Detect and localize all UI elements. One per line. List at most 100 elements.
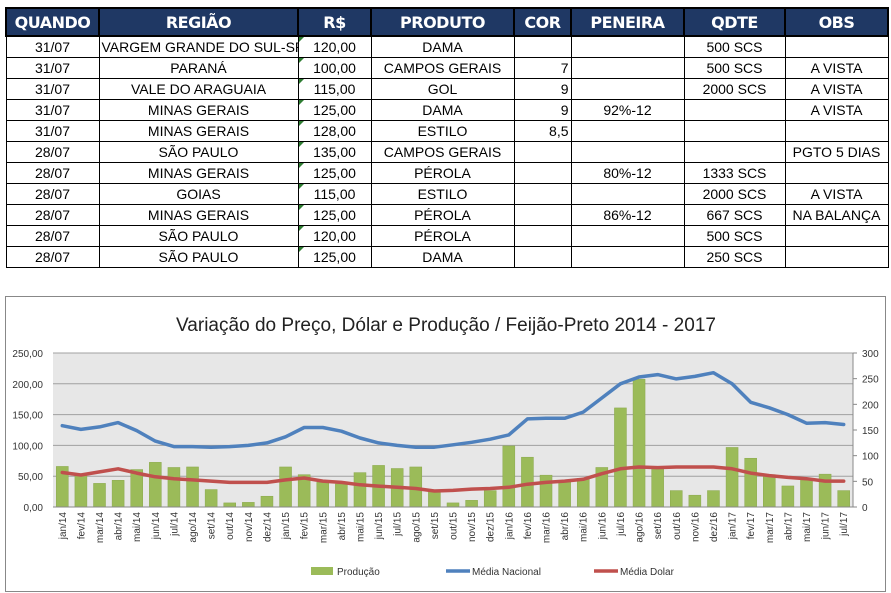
x-tick-label: abr/14 [114, 512, 125, 541]
bar-producao [223, 502, 236, 508]
x-tick-label: fev/16 [523, 512, 534, 540]
table-cell[interactable]: SÃO PAULO [98, 225, 299, 247]
table-cell[interactable]: A VISTA [784, 183, 889, 205]
table-cell[interactable]: A VISTA [784, 57, 889, 79]
table-cell[interactable]: 31/07 [5, 120, 100, 142]
table-cell[interactable] [683, 141, 786, 163]
table-cell[interactable]: 31/07 [5, 57, 100, 79]
table-cell[interactable]: 2000 SCS [683, 78, 786, 100]
table-cell[interactable]: 31/07 [5, 35, 100, 58]
table-cell[interactable]: 31/07 [5, 99, 100, 121]
table-cell[interactable]: PÉROLA [370, 204, 515, 226]
table-cell[interactable] [570, 35, 685, 58]
table-cell[interactable]: MINAS GERAIS [98, 99, 299, 121]
table-cell[interactable]: 500 SCS [683, 57, 786, 79]
table-cell[interactable]: DAMA [370, 35, 515, 58]
table-cell[interactable] [570, 141, 685, 163]
table-cell[interactable]: 115,00 [297, 78, 372, 100]
y-right-tick-label: 150 [862, 426, 879, 437]
table-cell[interactable]: 500 SCS [683, 35, 786, 58]
table-cell[interactable]: 28/07 [5, 162, 100, 184]
table-cell[interactable] [683, 99, 786, 121]
table-cell[interactable] [784, 225, 889, 247]
table-cell[interactable] [570, 78, 685, 100]
table-cell[interactable]: PARANÁ [98, 57, 299, 79]
table-cell[interactable] [570, 246, 685, 268]
table-cell[interactable]: 120,00 [297, 225, 372, 247]
table-cell[interactable]: DAMA [370, 99, 515, 121]
table-cell[interactable]: 86%-12 [570, 204, 685, 226]
table-cell[interactable]: CAMPOS GERAIS [370, 57, 515, 79]
table-cell[interactable]: 28/07 [5, 141, 100, 163]
table-cell[interactable]: A VISTA [784, 78, 889, 100]
table-cell[interactable]: 500 SCS [683, 225, 786, 247]
x-tick-label: mar/16 [542, 512, 553, 544]
table-cell[interactable]: MINAS GERAIS [98, 162, 299, 184]
table-cell[interactable]: A VISTA [784, 99, 889, 121]
table-cell[interactable]: 100,00 [297, 57, 372, 79]
table-cell[interactable] [513, 204, 572, 226]
table-cell[interactable]: 250 SCS [683, 246, 786, 268]
table-cell[interactable] [570, 183, 685, 205]
table-cell[interactable] [513, 141, 572, 163]
table-cell[interactable]: 667 SCS [683, 204, 786, 226]
table-cell[interactable]: 125,00 [297, 162, 372, 184]
table-cell[interactable] [513, 35, 572, 58]
table-cell[interactable]: 8,5 [513, 120, 572, 142]
table-cell[interactable] [784, 35, 889, 58]
table-cell[interactable]: NA BALANÇA [784, 204, 889, 226]
table-cell[interactable]: PGTO 5 DIAS [784, 141, 889, 163]
table-cell[interactable] [683, 120, 786, 142]
table-cell[interactable]: 1333 SCS [683, 162, 786, 184]
y-left-tick-label: 50,00 [18, 472, 43, 483]
table-cell[interactable]: VARGEM GRANDE DO SUL-SP [98, 35, 299, 58]
table-cell[interactable]: 128,00 [297, 120, 372, 142]
table-cell[interactable]: ESTILO [370, 120, 515, 142]
table-cell[interactable] [513, 246, 572, 268]
x-tick-label: jun/15 [374, 512, 385, 541]
table-cell[interactable]: 7 [513, 57, 572, 79]
table-cell[interactable]: 92%-12 [570, 99, 685, 121]
table-cell[interactable] [513, 162, 572, 184]
table-cell[interactable]: 28/07 [5, 183, 100, 205]
table-cell[interactable] [784, 246, 889, 268]
x-tick-label: jan/16 [504, 512, 515, 541]
table-cell[interactable]: 9 [513, 78, 572, 100]
table-cell[interactable]: MINAS GERAIS [98, 120, 299, 142]
table-cell[interactable]: SÃO PAULO [98, 246, 299, 268]
table-cell[interactable]: PÉROLA [370, 225, 515, 247]
table-cell[interactable]: 28/07 [5, 204, 100, 226]
table-cell[interactable]: DAMA [370, 246, 515, 268]
table-cell[interactable]: 135,00 [297, 141, 372, 163]
table-cell[interactable]: MINAS GERAIS [98, 204, 299, 226]
table-cell[interactable]: 28/07 [5, 246, 100, 268]
table-cell[interactable]: PÉROLA [370, 162, 515, 184]
bar-producao [353, 472, 367, 508]
table-cell[interactable]: 115,00 [297, 183, 372, 205]
table-cell[interactable] [570, 120, 685, 142]
table-cell[interactable]: 2000 SCS [683, 183, 786, 205]
table-cell[interactable] [784, 120, 889, 142]
table-cell[interactable]: 31/07 [5, 78, 100, 100]
table-cell[interactable]: 120,00 [297, 35, 372, 58]
table-cell[interactable] [513, 225, 572, 247]
table-cell[interactable]: 80%-12 [570, 162, 685, 184]
table-cell[interactable]: GOL [370, 78, 515, 100]
table-cell[interactable]: 125,00 [297, 99, 372, 121]
table-row: 28/07 MINAS GERAIS 125,00 PÉROLA 86%-12 667 S… [5, 204, 889, 226]
table-cell[interactable]: ESTILO [370, 183, 515, 205]
x-tick-label: nov/15 [467, 512, 478, 542]
table-cell[interactable]: VALE DO ARAGUAIA [98, 78, 299, 100]
table-cell[interactable]: SÃO PAULO [98, 141, 299, 163]
table-cell[interactable] [513, 183, 572, 205]
table-cell[interactable]: CAMPOS GERAIS [370, 141, 515, 163]
table-cell[interactable]: 9 [513, 99, 572, 121]
table-cell[interactable]: 28/07 [5, 225, 100, 247]
legend-label: Média Dolar [620, 567, 675, 578]
table-cell[interactable]: GOIAS [98, 183, 299, 205]
table-cell[interactable]: 125,00 [297, 246, 372, 268]
table-cell[interactable] [784, 162, 889, 184]
table-cell[interactable] [570, 57, 685, 79]
table-cell[interactable]: 125,00 [297, 204, 372, 226]
table-cell[interactable] [570, 225, 685, 247]
